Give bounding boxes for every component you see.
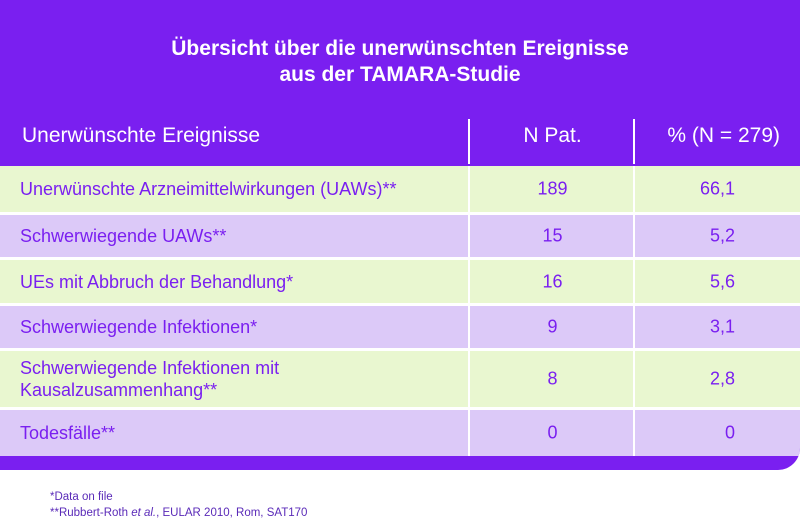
row-percent: 5,6 [709, 271, 735, 291]
row-divider [0, 257, 800, 260]
column-divider [633, 166, 635, 212]
row-n: 8 [547, 368, 558, 389]
row-percent: 0 [724, 422, 735, 443]
table-row: Schwerwiegende UAWs** 15 5,2 [0, 215, 800, 257]
column-divider [468, 215, 470, 257]
row-n: 0 [547, 422, 558, 443]
row-n: 189 [537, 178, 568, 199]
footnote-ref-source: , EULAR 2010, Rom, SAT170 [156, 507, 308, 519]
table-row: Schwerwiegende Infektionen mit Kausalzus… [0, 351, 800, 407]
table-card: Übersicht über die unerwünschten Ereigni… [0, 0, 800, 470]
row-n: 9 [547, 316, 558, 337]
row-label: Todesfälle** [20, 423, 116, 443]
column-divider [633, 410, 635, 456]
header-events: Unerwünschte Ereignisse [22, 124, 261, 147]
table-body: Unerwünschte Arzneimittelwirkungen (UAWs… [0, 166, 800, 456]
row-label: Schwerwiegende Infektionen mit Kausalzus… [20, 357, 460, 401]
row-label: Schwerwiegende Infektionen* [20, 317, 258, 337]
title-line-2: aus der TAMARA-Studie [279, 63, 521, 86]
column-divider [468, 260, 470, 303]
table-header: Unerwünschte Ereignisse N Pat. % (N = 27… [0, 113, 800, 163]
column-divider [633, 306, 635, 348]
row-n: 15 [542, 225, 563, 246]
title-line-1: Übersicht über die unerwünschten Ereigni… [171, 37, 629, 60]
table-row: UEs mit Abbruch der Behandlung* 16 5,6 [0, 260, 800, 303]
header-percent: % (N = 279) [667, 124, 780, 147]
column-divider [633, 215, 635, 257]
column-divider [468, 410, 470, 456]
header-separator-1 [468, 119, 470, 164]
column-divider [468, 306, 470, 348]
row-label-line-2: Kausalzusammenhang** [20, 380, 218, 400]
row-percent: 3,1 [709, 316, 735, 337]
row-percent: 66,1 [699, 178, 735, 199]
footnote-data-on-file: *Data on file [50, 491, 113, 503]
table-title: Übersicht über die unerwünschten Ereigni… [0, 36, 800, 88]
row-percent: 2,8 [709, 368, 735, 389]
row-percent: 5,2 [709, 225, 735, 246]
row-label: Schwerwiegende UAWs** [20, 226, 227, 246]
row-divider [0, 212, 800, 215]
table-row: Unerwünschte Arzneimittelwirkungen (UAWs… [0, 166, 800, 212]
row-divider [0, 407, 800, 410]
row-n: 16 [542, 271, 563, 291]
row-label-line-1: Schwerwiegende Infektionen mit [20, 358, 280, 378]
column-divider [468, 166, 470, 212]
footnote-ref-et-al: et al. [131, 507, 157, 519]
header-separator-2 [633, 119, 635, 164]
table-row: Todesfälle** 0 0 [0, 410, 800, 456]
column-divider [633, 260, 635, 303]
footnote-ref-author: **Rubbert-Roth [50, 507, 132, 519]
row-label: Unerwünschte Arzneimittelwirkungen (UAWs… [20, 179, 397, 199]
row-label: UEs mit Abbruch der Behandlung* [20, 271, 294, 292]
column-divider [633, 351, 635, 407]
table-row: Schwerwiegende Infektionen* 9 3,1 [0, 306, 800, 348]
row-divider [0, 348, 800, 351]
row-divider [0, 303, 800, 306]
footnotes: *Data on file **Rubbert-Roth et al., EUL… [50, 489, 307, 521]
column-divider [468, 351, 470, 407]
header-n-patients: N Pat. [523, 124, 582, 147]
footnote-reference: **Rubbert-Roth et al., EULAR 2010, Rom, … [50, 505, 307, 521]
